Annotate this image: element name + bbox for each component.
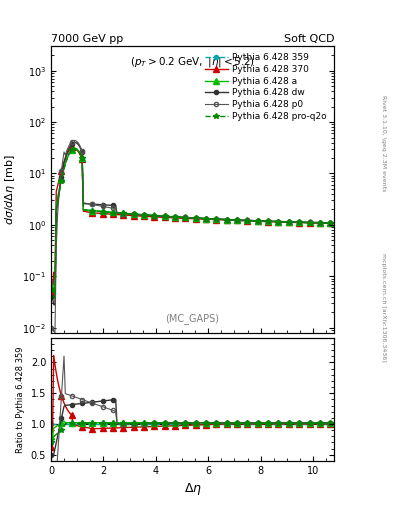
Line: Pythia 6.428 370: Pythia 6.428 370 <box>48 144 337 294</box>
Pythia 6.428 p0 <box>202 216 207 222</box>
Line: Pythia 6.428 a: Pythia 6.428 a <box>48 145 337 297</box>
Pythia 6.428 a <box>72 145 77 151</box>
Pythia 6.428 370 <box>49 289 53 295</box>
Pythia 6.428 370 <box>201 216 206 222</box>
Pythia 6.428 p0 <box>299 219 304 225</box>
Pythia 6.428 p0 <box>49 325 53 331</box>
Line: Pythia 6.428 p0: Pythia 6.428 p0 <box>49 138 336 335</box>
Pythia 6.428 a <box>332 220 336 226</box>
Pythia 6.428 pro-q2o <box>134 211 139 218</box>
Pythia 6.428 370 <box>303 220 308 226</box>
Pythia 6.428 dw <box>49 294 53 300</box>
Pythia 6.428 p0 <box>332 220 336 226</box>
Pythia 6.428 a <box>290 219 295 225</box>
Y-axis label: Ratio to Pythia 6.428 359: Ratio to Pythia 6.428 359 <box>16 346 25 453</box>
Pythia 6.428 370 <box>289 219 294 225</box>
Pythia 6.428 dw <box>305 219 309 225</box>
Pythia 6.428 a <box>202 216 207 222</box>
Pythia 6.428 370 <box>70 144 74 150</box>
Line: Pythia 6.428 pro-q2o: Pythia 6.428 pro-q2o <box>48 145 337 301</box>
Pythia 6.428 359 <box>290 219 295 225</box>
Pythia 6.428 359 <box>53 290 57 296</box>
Pythia 6.428 359 <box>49 279 53 285</box>
Pythia 6.428 a <box>305 219 309 225</box>
Pythia 6.428 p0 <box>290 219 295 225</box>
Line: Pythia 6.428 dw: Pythia 6.428 dw <box>49 140 336 307</box>
Pythia 6.428 370 <box>128 212 132 219</box>
Pythia 6.428 dw <box>72 139 77 145</box>
Pythia 6.428 pro-q2o <box>299 219 304 225</box>
Pythia 6.428 a <box>299 219 304 225</box>
Pythia 6.428 359 <box>202 216 207 222</box>
Pythia 6.428 dw <box>134 211 139 218</box>
Pythia 6.428 p0 <box>305 219 309 225</box>
Text: Rivet 3.1.10, \geq 2.3M events: Rivet 3.1.10, \geq 2.3M events <box>381 95 386 191</box>
Pythia 6.428 359 <box>299 220 304 226</box>
Pythia 6.428 a <box>53 292 57 298</box>
Pythia 6.428 pro-q2o <box>49 286 53 292</box>
Pythia 6.428 359 <box>134 211 139 218</box>
Pythia 6.428 a <box>134 211 139 217</box>
Pythia 6.428 359 <box>332 220 336 226</box>
Pythia 6.428 a <box>49 283 53 289</box>
Pythia 6.428 370 <box>332 220 336 226</box>
Line: Pythia 6.428 359: Pythia 6.428 359 <box>49 146 336 295</box>
Pythia 6.428 p0 <box>53 330 57 336</box>
Y-axis label: $d\sigma/d\Delta\eta$ [mb]: $d\sigma/d\Delta\eta$ [mb] <box>3 154 17 225</box>
Pythia 6.428 a <box>129 211 134 217</box>
X-axis label: $\Delta\eta$: $\Delta\eta$ <box>184 481 202 497</box>
Text: 7000 GeV pp: 7000 GeV pp <box>51 34 123 44</box>
Pythia 6.428 p0 <box>72 137 77 143</box>
Text: mcplots.cern.ch [arXiv:1306.3436]: mcplots.cern.ch [arXiv:1306.3436] <box>381 253 386 361</box>
Pythia 6.428 pro-q2o <box>53 295 57 301</box>
Pythia 6.428 359 <box>72 145 77 152</box>
Pythia 6.428 pro-q2o <box>202 216 207 222</box>
Pythia 6.428 370 <box>133 212 138 219</box>
Pythia 6.428 pro-q2o <box>129 211 134 217</box>
Text: Soft QCD: Soft QCD <box>284 34 334 44</box>
Pythia 6.428 dw <box>202 216 207 222</box>
Legend: Pythia 6.428 359, Pythia 6.428 370, Pythia 6.428 a, Pythia 6.428 dw, Pythia 6.42: Pythia 6.428 359, Pythia 6.428 370, Pyth… <box>202 51 330 123</box>
Pythia 6.428 p0 <box>134 211 139 218</box>
Pythia 6.428 pro-q2o <box>332 220 336 226</box>
Pythia 6.428 359 <box>129 211 134 217</box>
Text: (MC_GAPS): (MC_GAPS) <box>165 313 220 324</box>
Pythia 6.428 pro-q2o <box>305 220 309 226</box>
Pythia 6.428 dw <box>332 220 336 226</box>
Pythia 6.428 dw <box>53 302 57 308</box>
Pythia 6.428 370 <box>298 220 303 226</box>
Pythia 6.428 pro-q2o <box>72 145 77 152</box>
Pythia 6.428 359 <box>305 220 309 226</box>
Pythia 6.428 dw <box>129 211 134 217</box>
Pythia 6.428 dw <box>290 219 295 225</box>
Pythia 6.428 p0 <box>129 211 134 217</box>
Pythia 6.428 dw <box>299 219 304 225</box>
Text: $(p_T > 0.2\ \mathrm{GeV},\ |\eta| < 5.2)$: $(p_T > 0.2\ \mathrm{GeV},\ |\eta| < 5.2… <box>130 55 255 69</box>
Pythia 6.428 pro-q2o <box>290 219 295 225</box>
